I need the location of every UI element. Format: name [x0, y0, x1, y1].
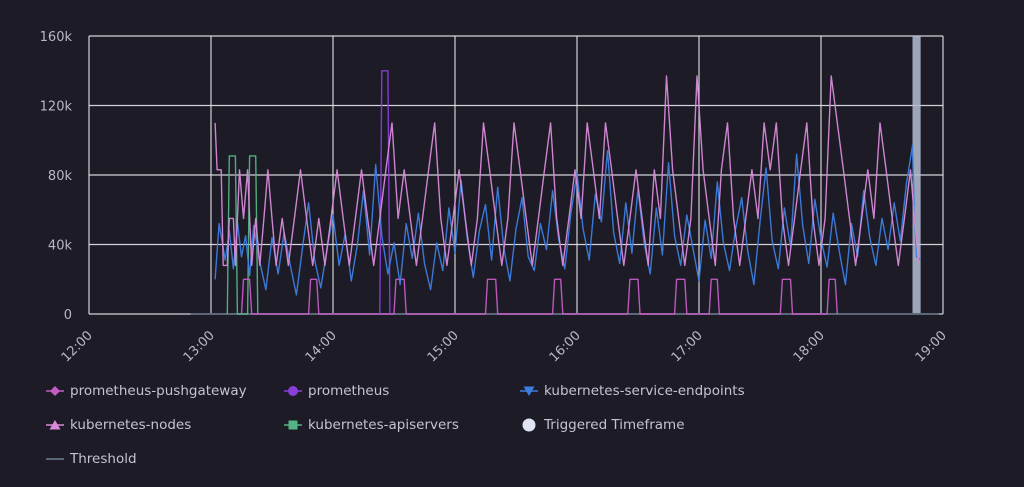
- y-tick-label: 160k: [40, 30, 73, 45]
- triggered-timeframe-band: [912, 36, 921, 314]
- series-line-kubernetes-nodes: [214, 75, 920, 267]
- x-tick-label: 12:00: [59, 328, 96, 365]
- x-tick-label: 16:00: [547, 328, 584, 365]
- legend-label: prometheus-pushgateway: [70, 383, 247, 399]
- legend-label: kubernetes-nodes: [70, 417, 192, 433]
- legend-label: prometheus: [308, 383, 390, 399]
- legend-label: Triggered Timeframe: [544, 417, 685, 433]
- circle-icon: [284, 386, 302, 396]
- series-layer: [190, 70, 939, 315]
- x-axis-ticks: 12:00 13:00 14:00 15:00 16:00 17:00 18:00 19:00: [59, 328, 950, 365]
- triggered-timeframe-rect: [912, 36, 921, 314]
- y-tick-label: 80k: [48, 169, 73, 184]
- series-line-prometheus: [379, 70, 391, 315]
- legend-item-kubernetes-service-endpoints[interactable]: kubernetes-service-endpoints: [518, 380, 745, 402]
- legend-label: kubernetes-apiservers: [308, 417, 459, 433]
- x-tick-label: 13:00: [181, 328, 218, 365]
- square-icon: [284, 420, 302, 430]
- x-tick-label: 19:00: [913, 328, 950, 365]
- line-icon: [46, 458, 64, 460]
- x-tick-label: 15:00: [425, 328, 462, 365]
- series-line-prometheus-pushgateway: [240, 278, 838, 315]
- triangle-down-icon: [520, 386, 538, 396]
- x-tick-label: 18:00: [791, 328, 828, 365]
- series-line-kubernetes-service-endpoints: [214, 144, 922, 296]
- legend-item-kubernetes-apiservers[interactable]: kubernetes-apiservers: [282, 414, 459, 436]
- triangle-up-icon: [46, 420, 64, 430]
- x-tick-label: 17:00: [669, 328, 706, 365]
- legend-item-threshold[interactable]: Threshold: [44, 448, 137, 470]
- y-tick-label: 0: [64, 308, 72, 323]
- y-tick-label: 120k: [40, 100, 73, 115]
- legend-label: Threshold: [70, 451, 137, 467]
- y-tick-label: 40k: [48, 239, 73, 254]
- legend-item-triggered-timeframe[interactable]: Triggered Timeframe: [518, 414, 685, 436]
- legend-item-prometheus[interactable]: prometheus: [282, 380, 389, 402]
- legend-item-kubernetes-nodes[interactable]: kubernetes-nodes: [44, 414, 191, 436]
- legend-label: kubernetes-service-endpoints: [544, 383, 745, 399]
- y-axis-ticks: 0 40k 80k 120k 160k: [40, 30, 73, 323]
- legend-item-prometheus-pushgateway[interactable]: prometheus-pushgateway: [44, 380, 247, 402]
- grid: [88, 35, 944, 315]
- big-circle-icon: [522, 418, 536, 432]
- diamond-icon: [46, 386, 64, 396]
- x-tick-label: 14:00: [303, 328, 340, 365]
- series-line-kubernetes-apiservers: [226, 155, 259, 315]
